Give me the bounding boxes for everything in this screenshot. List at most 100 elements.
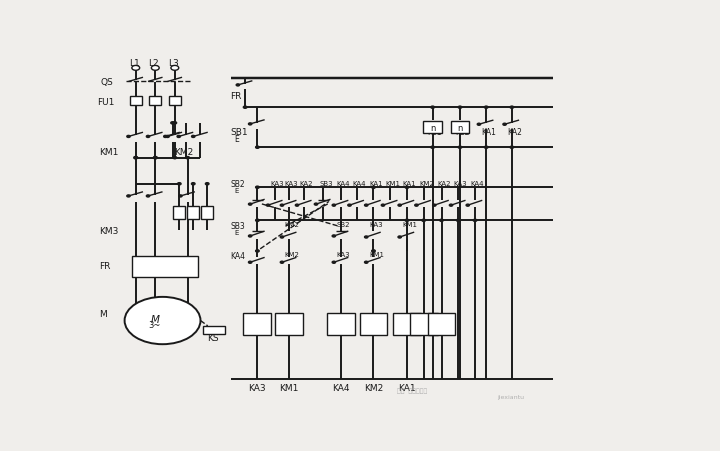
Bar	[173, 207, 186, 220]
Circle shape	[372, 187, 375, 189]
Circle shape	[405, 187, 409, 189]
Circle shape	[146, 136, 150, 138]
Circle shape	[510, 107, 513, 109]
Text: KS1: KS1	[427, 128, 441, 137]
Circle shape	[266, 205, 270, 207]
Text: FR: FR	[99, 262, 110, 271]
Text: SB3: SB3	[230, 222, 246, 231]
Circle shape	[449, 205, 453, 207]
Text: R: R	[200, 207, 206, 216]
Circle shape	[256, 147, 259, 149]
Bar	[359, 313, 387, 335]
Circle shape	[295, 205, 299, 207]
Circle shape	[431, 107, 434, 109]
Circle shape	[256, 187, 259, 189]
Circle shape	[256, 220, 259, 222]
Circle shape	[178, 183, 181, 185]
Text: M: M	[99, 309, 107, 318]
Circle shape	[458, 147, 462, 149]
Text: KA4: KA4	[333, 383, 350, 392]
Text: KA1: KA1	[482, 128, 497, 137]
Circle shape	[372, 250, 375, 253]
Circle shape	[405, 220, 409, 222]
Circle shape	[146, 195, 150, 198]
Text: KA2: KA2	[300, 180, 313, 186]
Circle shape	[163, 136, 167, 138]
Circle shape	[192, 183, 195, 185]
Circle shape	[186, 157, 189, 159]
Circle shape	[510, 147, 513, 149]
Text: KA4: KA4	[471, 180, 484, 186]
Text: KM2: KM2	[174, 147, 193, 156]
Circle shape	[332, 205, 336, 207]
Text: E: E	[234, 134, 239, 143]
Circle shape	[153, 157, 157, 159]
Text: KS2: KS2	[456, 128, 470, 137]
Text: SB2: SB2	[230, 179, 246, 189]
Text: KM2: KM2	[419, 180, 434, 186]
Bar	[130, 97, 142, 106]
Bar	[149, 97, 161, 106]
Text: KA4: KA4	[352, 180, 366, 186]
Text: KM1: KM1	[386, 180, 401, 186]
Text: L2: L2	[148, 60, 159, 69]
Circle shape	[456, 220, 460, 222]
Text: R: R	[173, 207, 178, 216]
Text: KM2: KM2	[284, 221, 300, 227]
Text: M: M	[150, 314, 159, 324]
Circle shape	[485, 107, 488, 109]
Text: KS: KS	[207, 333, 219, 342]
Circle shape	[166, 136, 169, 138]
Circle shape	[171, 123, 174, 124]
Circle shape	[134, 157, 138, 159]
Circle shape	[332, 235, 336, 238]
Circle shape	[466, 205, 469, 207]
Circle shape	[173, 157, 176, 159]
Circle shape	[125, 297, 200, 345]
Circle shape	[431, 147, 434, 149]
Text: FU1: FU1	[96, 97, 114, 106]
Bar	[243, 313, 271, 335]
Text: KM2: KM2	[364, 383, 383, 392]
Bar	[393, 313, 421, 335]
Circle shape	[179, 195, 182, 198]
Circle shape	[248, 124, 252, 126]
Bar	[203, 326, 225, 334]
Circle shape	[248, 203, 252, 206]
Bar	[327, 313, 355, 335]
Text: E: E	[234, 230, 238, 236]
Text: n: n	[430, 123, 436, 132]
Circle shape	[422, 220, 426, 222]
Circle shape	[151, 66, 159, 71]
Circle shape	[248, 262, 252, 264]
Circle shape	[177, 136, 181, 138]
Circle shape	[280, 205, 284, 207]
Circle shape	[243, 107, 247, 109]
Circle shape	[485, 147, 488, 149]
Circle shape	[503, 124, 506, 126]
Text: FR: FR	[230, 92, 242, 101]
Circle shape	[477, 124, 481, 126]
Circle shape	[134, 157, 138, 159]
Text: KM1: KM1	[99, 147, 118, 156]
Text: KA3: KA3	[271, 180, 284, 186]
Circle shape	[236, 85, 240, 87]
Text: E: E	[234, 188, 238, 193]
Text: L1: L1	[129, 60, 140, 69]
Text: KA3: KA3	[369, 221, 382, 227]
Circle shape	[248, 235, 252, 238]
Text: KM1: KM1	[402, 221, 418, 227]
Text: KA3: KA3	[284, 180, 298, 186]
Text: KM2: KM2	[284, 251, 300, 257]
Bar	[275, 313, 303, 335]
Circle shape	[458, 107, 462, 109]
Circle shape	[171, 66, 179, 71]
Circle shape	[153, 157, 157, 159]
Circle shape	[315, 203, 318, 206]
Circle shape	[280, 262, 284, 264]
Bar	[132, 256, 198, 277]
Circle shape	[473, 220, 477, 222]
Bar	[423, 122, 442, 133]
Circle shape	[256, 250, 259, 253]
Text: KA1: KA1	[398, 383, 415, 392]
